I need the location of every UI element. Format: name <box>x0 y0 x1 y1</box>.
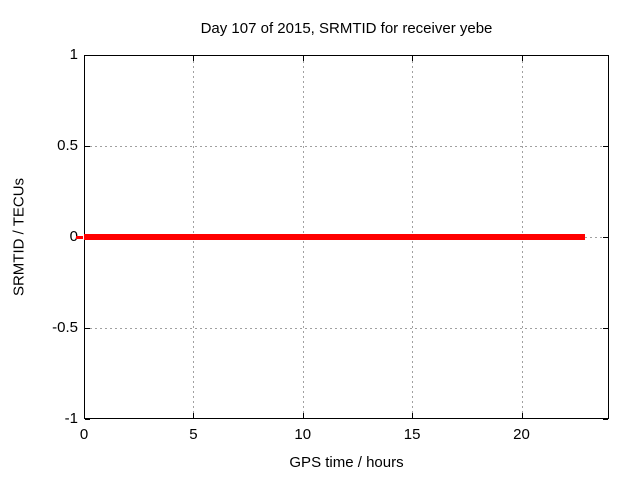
x-tick-mark-bottom <box>193 413 195 418</box>
y-tick-mark-right <box>603 146 608 147</box>
y-tick-mark-left <box>85 146 90 147</box>
x-tick-label: 0 <box>79 426 89 443</box>
x-tick-mark-top <box>412 56 414 61</box>
x-tick-label: 10 <box>294 426 312 443</box>
x-tick-mark-top <box>521 56 523 61</box>
x-tick-mark-top <box>84 56 85 61</box>
x-tick-mark-bottom <box>521 413 523 418</box>
gridline-horizontal <box>85 328 608 329</box>
y-tick-label: 0 <box>69 228 78 245</box>
y-tick-mark-right <box>603 419 608 420</box>
x-tick-mark-top <box>193 56 195 61</box>
y-tick-label: 1 <box>69 46 78 63</box>
x-tick-mark-bottom <box>302 413 304 418</box>
x-tick-label: 5 <box>189 426 198 443</box>
y-tick-mark-right <box>603 55 608 56</box>
x-tick-label: 15 <box>403 426 421 443</box>
y-tick-mark-left <box>85 419 90 420</box>
y-tick-label: -1 <box>64 410 78 427</box>
x-tick-label: 20 <box>513 426 530 443</box>
y-tick-mark-left <box>85 55 90 56</box>
y-tick-label: -0.5 <box>52 319 78 336</box>
x-tick-mark-top <box>302 56 304 61</box>
series-line-srmtid <box>84 234 585 240</box>
y-tick-mark-right <box>603 237 608 238</box>
series-outside-left-dash <box>76 236 83 239</box>
y-tick-mark-right <box>603 328 608 329</box>
chart-title: Day 107 of 2015, SRMTID for receiver yeb… <box>200 20 493 37</box>
x-axis-label: GPS time / hours <box>289 454 404 471</box>
gridline-horizontal <box>85 146 608 147</box>
x-tick-mark-bottom <box>412 413 414 418</box>
y-tick-mark-left <box>85 328 90 329</box>
x-tick-mark-bottom <box>84 413 85 418</box>
y-tick-label: 0.5 <box>57 137 78 154</box>
